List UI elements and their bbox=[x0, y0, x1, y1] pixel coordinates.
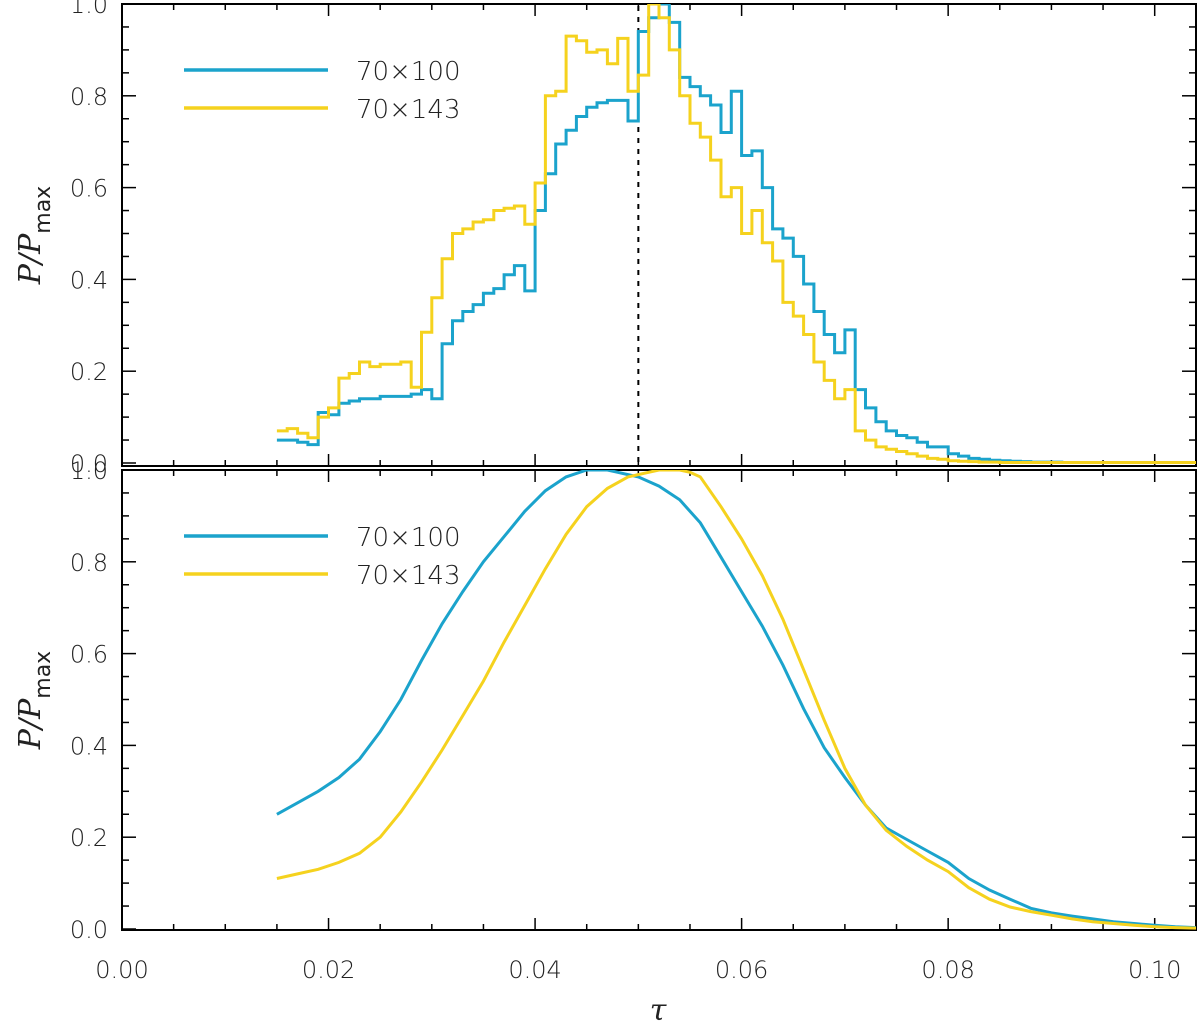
y-tick-label: 0.6 bbox=[70, 641, 108, 669]
y-tick-label: 0.8 bbox=[70, 83, 108, 111]
y-axis-label-main: P/P bbox=[13, 233, 48, 285]
y-tick-label: 0.0 bbox=[70, 450, 108, 478]
x-tick-label: 0.04 bbox=[508, 956, 561, 984]
y-axis-label-main: P/P bbox=[13, 698, 48, 750]
legend-label: 70×143 bbox=[356, 95, 461, 125]
y-tick-label: 0.6 bbox=[70, 175, 108, 203]
y-tick-label: 0.2 bbox=[70, 824, 108, 852]
y-axis-label-subscript: max bbox=[31, 186, 56, 234]
y-tick-label: 0.2 bbox=[70, 358, 108, 386]
y-tick-label: 0.0 bbox=[70, 916, 108, 944]
y-axis-label: P/Pmax bbox=[13, 186, 56, 285]
x-tick-label: 0.08 bbox=[921, 956, 974, 984]
x-tick-label: 0.06 bbox=[715, 956, 768, 984]
legend-label: 70×100 bbox=[356, 57, 461, 87]
bottom-panel: 0.0 0.2 0.4 0.6 0.8 1.0 0.00 0.02 0.04 0.06 0.08 0.… bbox=[13, 457, 1197, 984]
plot-frame bbox=[121, 3, 1197, 467]
plot-frame bbox=[121, 469, 1197, 931]
x-tick-label: 0.10 bbox=[1128, 956, 1181, 984]
y-tick-label: 0.8 bbox=[70, 549, 108, 577]
y-tick-label: 1.0 bbox=[70, 457, 108, 485]
x-tick-label: 0.02 bbox=[302, 956, 355, 984]
y-tick-label: 0.4 bbox=[70, 732, 108, 760]
x-tick-label: 0.00 bbox=[95, 956, 148, 984]
legend-label: 70×100 bbox=[356, 523, 461, 553]
x-axis-label: τ bbox=[650, 993, 667, 1022]
legend-label: 70×143 bbox=[356, 561, 461, 591]
series-line-2 bbox=[276, 470, 1196, 930]
series-line-2 bbox=[276, 4, 1196, 464]
y-axis-label: P/Pmax bbox=[13, 651, 56, 750]
y-axis-label-subscript: max bbox=[31, 651, 56, 699]
top-panel: 0.0 0.2 0.4 0.6 0.8 1.0 P/Pmax 70×100 70×143 bbox=[13, 0, 1197, 478]
series-line-1 bbox=[276, 4, 1196, 464]
y-tick-label: 1.0 bbox=[70, 0, 108, 19]
series-line-1 bbox=[276, 470, 1196, 930]
y-tick-label: 0.4 bbox=[70, 266, 108, 294]
